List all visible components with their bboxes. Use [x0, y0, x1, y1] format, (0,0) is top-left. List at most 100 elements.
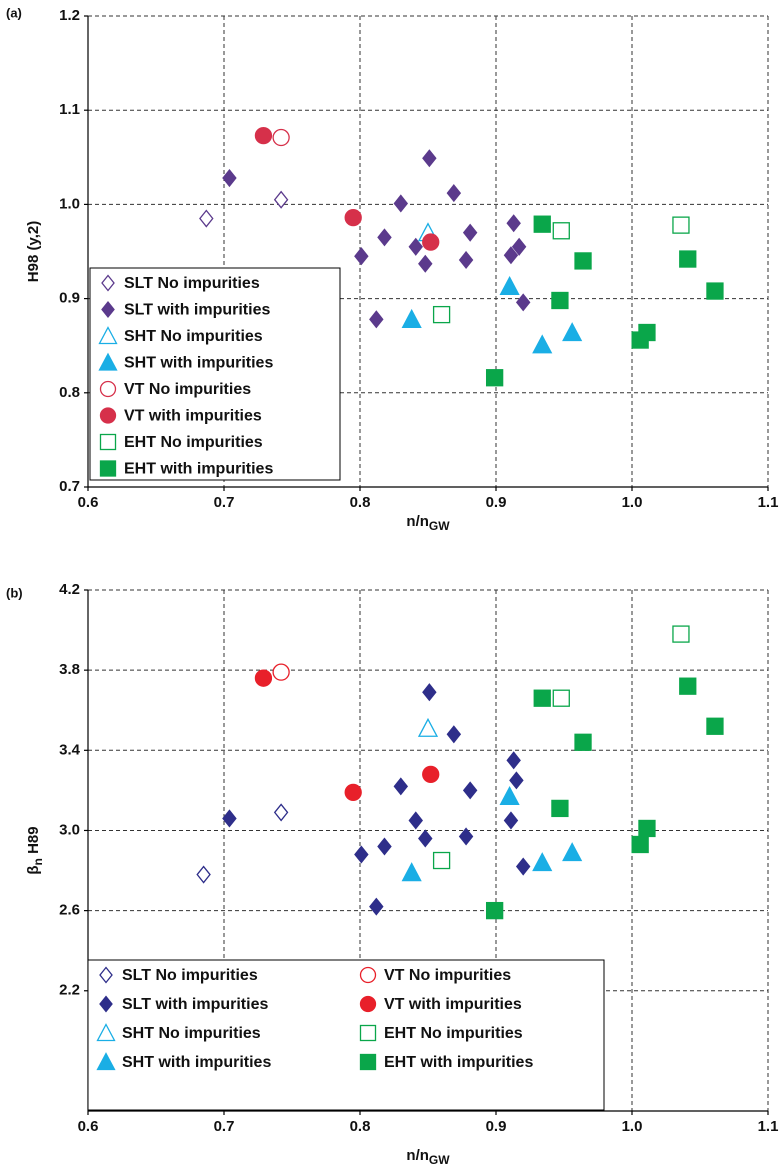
y-tick-label: 3.0 [59, 821, 80, 838]
marker [418, 829, 433, 848]
marker [99, 433, 117, 451]
x-tick-label: 1.1 [758, 494, 779, 511]
marker [401, 862, 422, 882]
legend-label: VT No impurities [384, 967, 511, 984]
marker [574, 733, 592, 751]
marker [417, 717, 439, 737]
y-axis-label: H98 (y,2) [25, 221, 42, 282]
x-tick-label: 0.7 [214, 494, 235, 511]
marker [672, 625, 690, 643]
x-tick-label: 0.8 [350, 1118, 371, 1135]
y-label-part: β [25, 865, 42, 874]
marker [99, 380, 117, 398]
legend-label: EHT No impurities [124, 434, 263, 451]
marker [344, 208, 362, 227]
marker [672, 216, 690, 234]
marker [499, 275, 520, 296]
marker [99, 407, 117, 424]
marker [422, 149, 437, 168]
marker [272, 128, 290, 147]
marker [354, 845, 369, 864]
marker [533, 215, 551, 233]
x-label-part: GW [429, 519, 450, 533]
marker [506, 751, 521, 770]
marker [552, 689, 570, 707]
marker [462, 781, 478, 800]
panel-label: (b) [6, 585, 23, 600]
legend-label: EHT with impurities [124, 461, 273, 478]
marker [273, 190, 289, 209]
marker [446, 184, 462, 203]
legend-label: EHT No impurities [384, 1025, 523, 1042]
marker [222, 168, 237, 188]
legend-label: VT No impurities [124, 381, 251, 398]
marker [359, 995, 377, 1013]
marker [506, 214, 521, 233]
x-tick-label: 0.7 [214, 1118, 235, 1135]
marker [359, 1024, 377, 1042]
marker [422, 683, 437, 702]
legend-label: VT with impurities [384, 996, 522, 1013]
marker [511, 237, 527, 256]
legend-label: SHT with impurities [122, 1054, 271, 1071]
marker [562, 322, 583, 342]
y-tick-label: 0.7 [59, 478, 80, 495]
marker [499, 786, 520, 806]
x-tick-label: 0.8 [350, 494, 371, 511]
y-tick-label: 4.2 [59, 581, 80, 598]
marker [401, 308, 422, 328]
marker [503, 811, 519, 830]
marker [96, 1052, 116, 1071]
y-label-part: H89 [25, 826, 42, 858]
marker [458, 827, 474, 846]
marker [638, 819, 656, 838]
legend-label: VT with impurities [124, 408, 262, 425]
marker [446, 725, 462, 744]
marker [393, 194, 409, 213]
marker [679, 250, 697, 268]
marker [432, 851, 451, 870]
legend-label: SHT No impurities [122, 1025, 261, 1042]
legend-label: SHT with impurities [124, 355, 273, 372]
legend-label: SLT with impurities [124, 302, 270, 319]
x-tick-label: 0.9 [486, 1118, 507, 1135]
y-tick-label: 0.8 [59, 384, 80, 401]
y-tick-label: 3.4 [59, 741, 81, 758]
marker [509, 771, 524, 790]
marker [254, 126, 273, 145]
marker [422, 765, 440, 784]
y-tick-label: 1.2 [59, 7, 80, 24]
marker [101, 300, 115, 319]
marker [272, 663, 290, 681]
marker [551, 291, 569, 310]
marker [706, 282, 724, 300]
legend-box [87, 959, 605, 1111]
marker [485, 369, 504, 387]
legend-label: SLT with impurities [122, 996, 268, 1013]
marker [679, 677, 697, 695]
marker [199, 209, 214, 228]
marker [98, 352, 118, 371]
marker [432, 305, 451, 324]
marker [344, 783, 362, 802]
chart-panel: (b) 0.6 0.7 0.8 0.9 1.0 1.1 2.2 2.6 3.0 3.4 3.8 4.2 n… [6, 581, 778, 1167]
y-tick-label: 2.6 [59, 902, 80, 919]
legend-label: SLT No impurities [124, 275, 260, 292]
legend-label: EHT with impurities [384, 1054, 533, 1071]
y-tick-label: 3.8 [59, 661, 80, 678]
x-axis-label: n/nGW [406, 1147, 450, 1167]
marker [462, 223, 478, 242]
x-label-part: n/n [406, 1147, 429, 1164]
y-axis-label: βn H89 [25, 826, 45, 874]
marker [98, 326, 118, 345]
x-axis-label: n/nGW [406, 513, 450, 533]
marker [552, 222, 570, 240]
y-tick-label: 0.9 [59, 290, 80, 307]
x-tick-label: 0.6 [78, 1118, 99, 1135]
marker [354, 247, 369, 266]
marker [377, 837, 392, 856]
y-tick-label: 1.1 [59, 101, 80, 118]
marker [515, 857, 531, 876]
marker [422, 233, 440, 251]
